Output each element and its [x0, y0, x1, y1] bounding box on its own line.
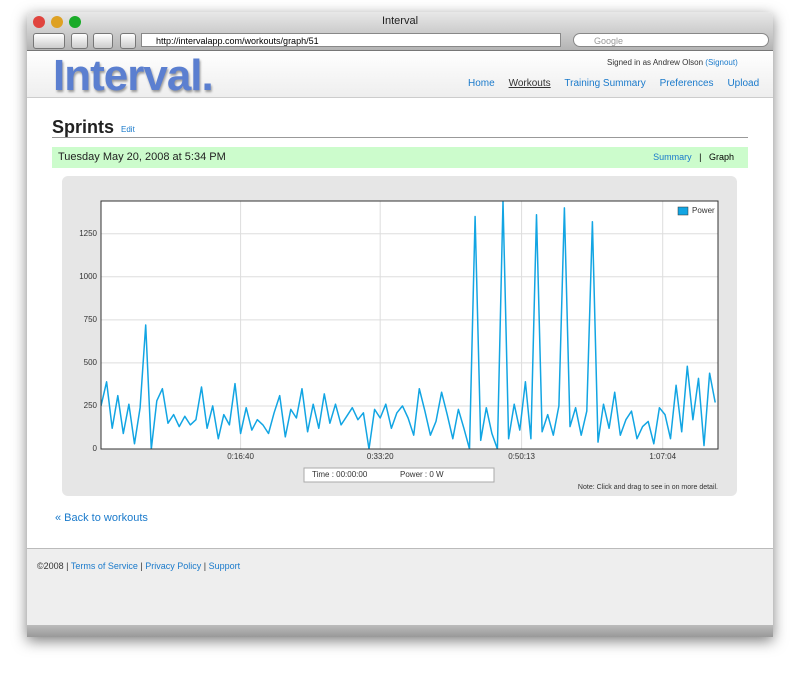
- reload-button[interactable]: [71, 33, 88, 49]
- search-field[interactable]: Google: [573, 33, 769, 47]
- logo[interactable]: Interval.: [53, 51, 214, 100]
- footer: ©2008 | Terms of Service | Privacy Polic…: [27, 548, 773, 626]
- edit-link[interactable]: Edit: [121, 125, 135, 134]
- divider: [52, 137, 748, 138]
- readout-time: Time : 00:00:00: [312, 470, 368, 479]
- signed-in: Signed in as Andrew Olson (Signout): [607, 58, 738, 67]
- snapback-button[interactable]: [93, 33, 113, 49]
- plot-frame: [100, 200, 719, 450]
- title-bar: Interval http://intervalapp.com/workouts…: [27, 12, 773, 51]
- zoom-button[interactable]: [69, 16, 81, 28]
- workout-title: Sprints: [52, 117, 115, 137]
- data-line: [101, 201, 716, 449]
- nav-link[interactable]: Workouts: [508, 78, 551, 89]
- footer-link[interactable]: Support: [208, 561, 241, 571]
- plot-area: [101, 201, 718, 449]
- separator: |: [66, 561, 69, 571]
- footer-link[interactable]: Privacy Policy: [145, 561, 202, 571]
- address-bar[interactable]: http://intervalapp.com/workouts/graph/51: [141, 33, 561, 47]
- x-tick-label: 0:16:40: [227, 452, 254, 461]
- graph-label: Graph: [708, 152, 734, 162]
- status-bar: [27, 625, 773, 637]
- date-bar: Tuesday May 20, 2008 at 5:34 PM Summary …: [52, 147, 748, 168]
- x-tick-label: 0:33:20: [367, 452, 394, 461]
- readout-box: [303, 467, 495, 483]
- y-tick-label: 0: [93, 444, 98, 453]
- copyright: ©2008: [37, 561, 64, 571]
- chart-note: Note: Click and drag to see in on more d…: [578, 484, 718, 491]
- site-header: Interval. Signed in as Andrew Olson (Sig…: [27, 51, 773, 100]
- back-forward-buttons[interactable]: [33, 33, 65, 49]
- y-tick-label: 750: [84, 315, 98, 324]
- add-bookmark-button[interactable]: [120, 33, 136, 49]
- workout-date: Tuesday May 20, 2008 at 5:34 PM: [58, 151, 226, 163]
- footer-link[interactable]: Terms of Service: [70, 561, 138, 571]
- signout-link[interactable]: (Signout): [705, 58, 738, 67]
- readout-power: Power : 0 W: [400, 470, 444, 479]
- y-tick-label: 1250: [79, 229, 97, 238]
- x-tick-label: 1:07:04: [649, 452, 676, 461]
- y-tick-label: 1000: [79, 272, 97, 281]
- legend-swatch: [677, 206, 689, 216]
- legend-label: Power: [692, 206, 715, 215]
- summary-link[interactable]: Summary: [653, 152, 692, 162]
- nav-link[interactable]: Training Summary: [564, 78, 646, 89]
- nav-link[interactable]: Upload: [727, 78, 760, 89]
- y-tick-label: 500: [84, 358, 98, 367]
- separator: |: [203, 561, 207, 571]
- x-tick-label: 0:50:13: [508, 452, 535, 461]
- signed-in-text: Signed in as Andrew Olson: [607, 58, 704, 67]
- close-button[interactable]: [33, 16, 45, 28]
- nav-link[interactable]: Preferences: [659, 78, 714, 89]
- y-tick-label: 250: [84, 401, 98, 410]
- nav-link[interactable]: Home: [468, 78, 495, 89]
- minimize-button[interactable]: [51, 16, 63, 28]
- separator: |: [699, 152, 702, 162]
- separator: |: [140, 561, 143, 571]
- nav: Home Workouts Training Summary Preferenc…: [468, 78, 759, 89]
- browser-window: Interval http://intervalapp.com/workouts…: [27, 12, 773, 637]
- chart: Time : 00:00:00 Power : 0 W Note: Click …: [62, 176, 737, 496]
- window-title: Interval: [381, 15, 419, 27]
- back-link[interactable]: « Back to workouts: [55, 512, 148, 524]
